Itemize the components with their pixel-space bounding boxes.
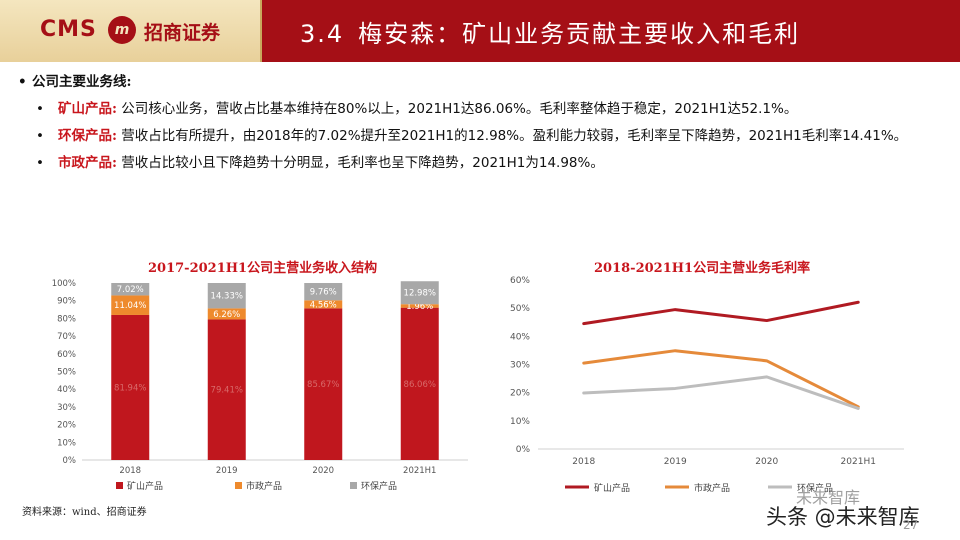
x-tick-label: 2019 (216, 466, 238, 476)
bar-segment (304, 300, 343, 309)
bar-data-label: 11.04% (114, 301, 146, 311)
item-label: 环保产品: (58, 128, 117, 144)
bar-data-label: 4.56% (310, 300, 337, 310)
y-tick-label: 90% (57, 297, 76, 307)
y-tick-label: 10% (510, 417, 530, 427)
x-tick-label: 2020 (312, 466, 334, 476)
header-bar: CMS m 招商证券 3.4 梅安森：矿山业务贡献主要收入和毛利 (0, 0, 960, 62)
legend-label: 市政产品 (694, 482, 730, 494)
watermark-top: 未来智库 (796, 488, 861, 507)
y-tick-label: 20% (510, 389, 530, 399)
bar-segment (400, 304, 439, 308)
item-label: 市政产品: (58, 155, 117, 171)
y-tick-label: 70% (57, 332, 76, 342)
y-tick-label: 80% (57, 314, 76, 324)
bullet-icon: • (36, 155, 44, 171)
heading-text: 公司主要业务线: (32, 74, 132, 90)
series-line (582, 300, 860, 326)
item-label: 矿山产品: (58, 101, 117, 117)
bar-segment (111, 283, 150, 296)
watermark-bottom: 头条 @未来智库 (766, 505, 920, 529)
data-source: 资料来源：wind、招商证券 (22, 507, 147, 518)
series-line (582, 375, 860, 410)
gross-margin-chart: 0% 10% 20% 30% 40% 50% 60% 2018 2019 2020 2021H1 矿山… (510, 276, 904, 494)
x-tick-label: 2018 (572, 457, 595, 467)
bar-segment (304, 308, 343, 460)
legend-label: 环保产品 (361, 480, 397, 492)
y-tick-label: 30% (510, 361, 530, 371)
y-tick-label: 60% (510, 276, 530, 286)
bar-data-label: 7.02% (117, 285, 144, 295)
x-tick-label: 2021H1 (403, 466, 436, 476)
title-text: 梅安森：矿山业务贡献主要收入和毛利 (358, 20, 801, 48)
legend-label: 环保产品 (797, 482, 833, 494)
y-tick-label: 100% (52, 279, 76, 289)
bar-data-label: 14.33% (211, 292, 243, 302)
bar-segment (111, 314, 150, 460)
bar-segment (304, 283, 343, 301)
revenue-chart-title: 2017-2021H1公司主营业务收入结构 (148, 261, 378, 276)
business-item-mining: • 矿山产品: 公司核心业务，营收占比基本维持在80%以上，2021H1达86.0… (18, 99, 938, 120)
legend-swatch (350, 482, 357, 489)
bullet-icon: • (36, 128, 44, 144)
y-tick-label: 60% (57, 350, 76, 360)
bar-segment (400, 307, 439, 460)
series-line (582, 349, 860, 409)
revenue-structure-chart: 0% 10% 20% 30% 40% 50% 60% 70% 80% 90% 100% 81.94% 1… (52, 279, 468, 492)
x-tick-label: 2021H1 (841, 457, 876, 467)
y-tick-label: 0% (63, 456, 77, 466)
bar-segment (207, 308, 246, 320)
y-tick-label: 0% (516, 445, 531, 455)
item-text: 营收占比有所提升，由2018年的7.02%提升至2021H1的12.98%。盈利… (121, 128, 908, 144)
legend-label: 市政产品 (246, 480, 282, 492)
bullet-icon: • (18, 74, 27, 90)
business-description: • 公司主要业务线: • 矿山产品: 公司核心业务，营收占比基本维持在80%以上，2… (18, 72, 938, 174)
margin-chart-title: 2018-2021H1公司主营业务毛利率 (594, 261, 811, 276)
legend-swatch (235, 482, 242, 489)
bar-data-label: 9.76% (310, 288, 337, 298)
bar-segment (400, 281, 439, 305)
bar-data-label: 79.41% (211, 386, 243, 396)
item-text: 公司核心业务，营收占比基本维持在80%以上，2021H1达86.06%。毛利率整… (121, 101, 798, 117)
logo-emblem-icon: m (108, 16, 136, 44)
business-item-environmental: • 环保产品: 营收占比有所提升，由2018年的7.02%提升至2021H1的12… (18, 126, 938, 147)
bar-segment (207, 283, 246, 309)
x-tick-label: 2020 (755, 457, 778, 467)
bar-segment (111, 295, 150, 315)
business-item-municipal: • 市政产品: 营收占比较小且下降趋势十分明显，毛利率也呈下降趋势，2021H1为… (18, 153, 938, 174)
logo-cms-text: CMS (40, 17, 97, 42)
y-tick-label: 40% (510, 332, 530, 342)
legend-swatch (116, 482, 123, 489)
bar-data-label: 86.06% (404, 380, 436, 390)
bar-data-label: 12.98% (404, 289, 436, 299)
bullet-icon: • (36, 101, 44, 117)
business-heading: • 公司主要业务线: (18, 72, 938, 93)
item-text: 营收占比较小且下降趋势十分明显，毛利率也呈下降趋势，2021H1为14.98%。 (121, 155, 604, 171)
bar-data-label: 81.94% (114, 383, 146, 393)
y-tick-label: 40% (57, 385, 76, 395)
bar-data-label: 85.67% (307, 380, 339, 390)
legend-label: 矿山产品 (594, 482, 630, 494)
y-tick-label: 50% (57, 368, 76, 378)
bar-data-label: 6.26% (213, 310, 240, 320)
page-number: 27 (903, 518, 919, 532)
y-tick-label: 30% (57, 403, 76, 413)
slide-title: 3.4 梅安森：矿山业务贡献主要收入和毛利 (300, 14, 800, 49)
bar-data-label: 1.96% (406, 302, 433, 312)
x-tick-label: 2018 (119, 466, 141, 476)
legend-label: 矿山产品 (127, 480, 163, 492)
section-number: 3.4 (300, 20, 345, 48)
x-tick-label: 2019 (664, 457, 687, 467)
bar-segment (207, 319, 246, 460)
y-tick-label: 50% (510, 304, 530, 314)
y-tick-label: 10% (57, 438, 76, 448)
y-tick-label: 20% (57, 421, 76, 431)
brand-logo: CMS m 招商证券 (0, 0, 262, 62)
logo-company-name: 招商证券 (144, 22, 221, 44)
